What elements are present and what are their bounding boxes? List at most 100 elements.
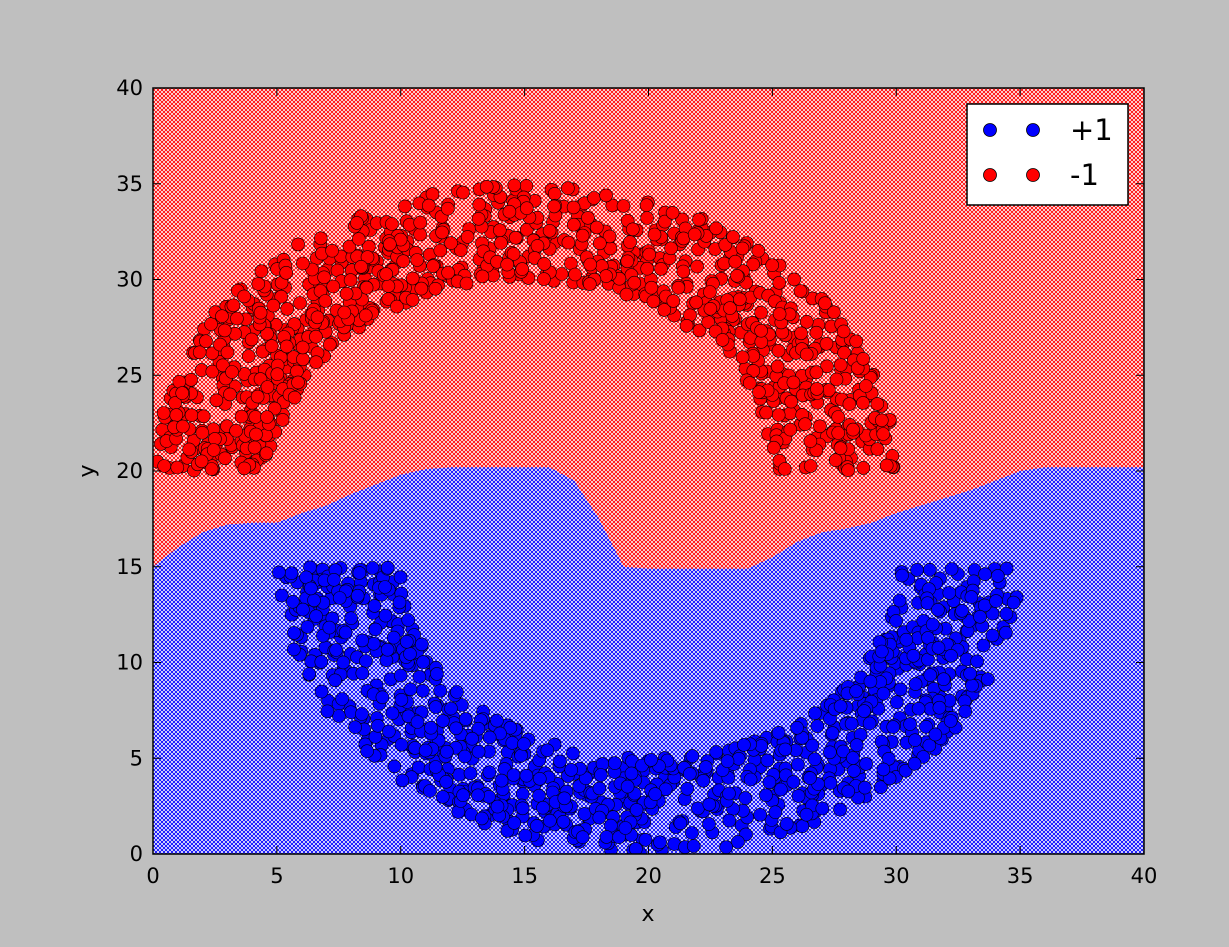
point-positive bbox=[768, 805, 783, 820]
point-negative bbox=[291, 375, 305, 390]
point-positive bbox=[428, 760, 443, 774]
point-positive bbox=[368, 622, 383, 637]
point-negative bbox=[309, 355, 323, 370]
point-positive bbox=[452, 767, 467, 782]
point-positive bbox=[696, 773, 711, 788]
point-negative bbox=[676, 264, 691, 279]
point-negative bbox=[657, 303, 672, 317]
point-negative bbox=[218, 451, 232, 466]
point-negative bbox=[295, 256, 310, 271]
point-negative bbox=[836, 324, 851, 339]
point-positive bbox=[314, 655, 329, 669]
point-positive bbox=[999, 607, 1014, 621]
point-positive bbox=[456, 788, 470, 803]
point-negative bbox=[583, 257, 598, 272]
point-positive bbox=[911, 701, 926, 716]
point-positive bbox=[450, 685, 464, 699]
point-positive bbox=[494, 773, 509, 788]
point-negative bbox=[325, 243, 339, 258]
point-positive bbox=[366, 636, 381, 651]
point-positive bbox=[355, 707, 369, 721]
point-negative bbox=[717, 256, 731, 271]
point-positive bbox=[620, 779, 635, 794]
point-positive bbox=[403, 682, 418, 697]
point-negative bbox=[206, 443, 221, 457]
point-negative bbox=[337, 305, 352, 320]
point-positive bbox=[691, 801, 705, 816]
point-positive bbox=[791, 789, 806, 803]
point-negative bbox=[666, 294, 681, 308]
x-tick-label: 40 bbox=[1131, 864, 1158, 888]
point-negative bbox=[460, 230, 475, 244]
point-positive bbox=[936, 672, 951, 687]
point-positive bbox=[928, 727, 943, 742]
region-positive bbox=[153, 467, 1144, 854]
point-positive bbox=[673, 816, 688, 831]
point-positive bbox=[823, 776, 838, 790]
point-positive bbox=[371, 718, 385, 733]
point-positive bbox=[998, 625, 1013, 640]
point-negative bbox=[561, 235, 576, 250]
point-negative bbox=[260, 326, 274, 341]
y-tick-label: 35 bbox=[116, 172, 143, 196]
point-negative bbox=[754, 323, 768, 338]
point-negative bbox=[772, 275, 787, 290]
point-positive bbox=[449, 721, 463, 736]
point-positive bbox=[375, 690, 390, 705]
point-positive bbox=[401, 613, 416, 627]
point-negative bbox=[692, 323, 707, 338]
point-negative bbox=[425, 187, 440, 201]
point-positive bbox=[300, 620, 315, 634]
point-positive bbox=[874, 644, 889, 659]
point-negative bbox=[575, 228, 590, 243]
point-positive bbox=[378, 608, 393, 623]
point-negative bbox=[819, 336, 834, 351]
point-negative bbox=[803, 434, 818, 448]
point-positive bbox=[307, 593, 321, 608]
point-positive bbox=[530, 819, 544, 833]
point-negative bbox=[827, 305, 841, 320]
point-negative bbox=[730, 268, 744, 283]
point-negative bbox=[413, 215, 428, 230]
point-positive bbox=[314, 684, 329, 699]
point-negative bbox=[842, 397, 857, 411]
point-negative bbox=[820, 359, 834, 374]
point-positive bbox=[410, 715, 425, 729]
point-negative bbox=[196, 409, 211, 424]
point-negative bbox=[537, 272, 551, 286]
point-positive bbox=[444, 701, 458, 716]
x-tick-label: 20 bbox=[635, 864, 662, 888]
point-negative bbox=[647, 227, 662, 242]
point-positive bbox=[471, 744, 486, 759]
point-negative bbox=[293, 296, 307, 310]
point-positive bbox=[862, 716, 877, 731]
point-negative bbox=[671, 280, 686, 295]
point-positive bbox=[368, 730, 383, 744]
point-negative bbox=[342, 239, 357, 254]
point-negative bbox=[343, 273, 358, 287]
y-tick-label: 25 bbox=[116, 363, 143, 387]
point-positive bbox=[680, 781, 695, 796]
point-positive bbox=[475, 811, 489, 826]
point-negative bbox=[787, 272, 801, 287]
point-positive bbox=[394, 737, 409, 752]
point-negative bbox=[249, 427, 263, 442]
point-negative bbox=[313, 231, 328, 246]
legend-marker-negative-a bbox=[983, 168, 997, 182]
point-positive bbox=[899, 632, 914, 647]
point-negative bbox=[592, 236, 607, 251]
point-positive bbox=[575, 830, 590, 845]
point-negative bbox=[260, 410, 274, 424]
point-negative bbox=[658, 214, 672, 229]
point-positive bbox=[506, 768, 521, 782]
point-positive bbox=[799, 807, 814, 822]
point-negative bbox=[568, 267, 582, 282]
point-positive bbox=[393, 668, 408, 683]
point-negative bbox=[241, 349, 256, 363]
point-positive bbox=[335, 692, 349, 706]
point-negative bbox=[818, 296, 832, 311]
point-negative bbox=[270, 367, 285, 382]
point-positive bbox=[322, 620, 337, 635]
point-positive bbox=[518, 828, 533, 843]
point-negative bbox=[625, 222, 640, 237]
